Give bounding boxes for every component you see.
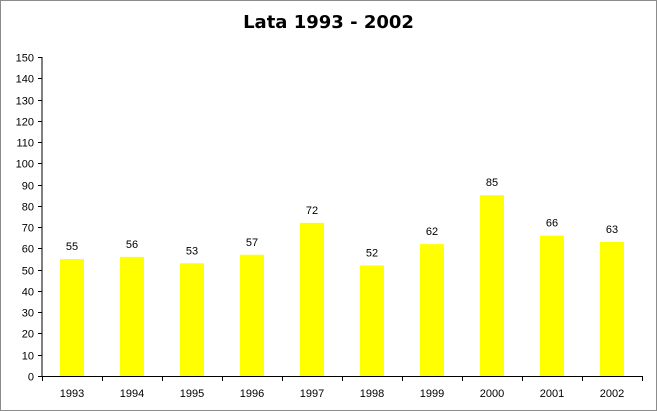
y-tick-label: 40 [22,287,34,299]
bar-2002 [600,242,624,376]
bar-1997 [300,222,324,376]
x-tick-label-2002: 2002 [600,388,624,400]
y-tick-label: 110 [16,138,34,150]
bar-1995 [180,263,204,376]
data-label-2002: 63 [606,224,618,236]
data-label-1993: 55 [66,241,78,253]
y-tick-label: 50 [22,266,34,278]
x-axis: 1993 1994 1995 1996 1997 1998 1999 2000 2001 2002 [42,376,643,400]
bar-1999 [420,244,444,376]
x-tick-label-1996: 1996 [240,388,264,400]
y-tick-label: 100 [16,159,34,171]
bar-series [60,195,624,376]
data-labels: 55 56 53 57 72 52 62 85 66 63 [66,177,618,259]
bar-1996 [240,254,264,376]
x-tick-label-1993: 1993 [60,388,84,400]
y-tick-label: 140 [16,74,34,86]
bar-1993 [60,259,84,376]
x-tick-label-2001: 2001 [540,388,564,400]
bar-1998 [360,265,384,376]
y-tick-label: 80 [22,202,34,214]
bar-2001 [540,235,564,376]
y-tick-label: 10 [22,351,34,363]
x-tick-label-2000: 2000 [480,388,504,400]
data-label-1997: 72 [306,205,318,217]
y-tick-label: 30 [22,308,34,320]
bar-2000 [480,195,504,376]
y-tick-label: 70 [22,223,34,235]
y-tick-label: 90 [22,181,34,193]
data-label-1995: 53 [186,245,198,257]
chart-title: Lata 1993 - 2002 [243,12,414,33]
y-tick-label: 60 [22,244,34,256]
y-tick-label: 20 [22,329,34,341]
data-label-1994: 56 [126,239,138,251]
y-tick-label: 120 [16,117,34,129]
y-tick-label: 150 [16,53,34,65]
x-tick-label-1999: 1999 [420,388,444,400]
data-label-1999: 62 [426,226,438,238]
y-axis: 0 10 20 30 40 50 60 70 80 90 100 110 120 130 140 150 [16,53,43,384]
y-tick-label: 0 [28,372,34,384]
x-tick-label-1994: 1994 [120,388,144,400]
x-tick-label-1998: 1998 [360,388,384,400]
data-label-1998: 52 [366,247,378,259]
x-tick-label-1997: 1997 [300,388,324,400]
data-label-1996: 57 [246,237,258,249]
y-tick-label: 130 [16,96,34,108]
data-label-2001: 66 [546,218,558,230]
bar-1994 [120,256,144,376]
data-label-2000: 85 [486,177,498,189]
x-tick-label-1995: 1995 [180,388,204,400]
